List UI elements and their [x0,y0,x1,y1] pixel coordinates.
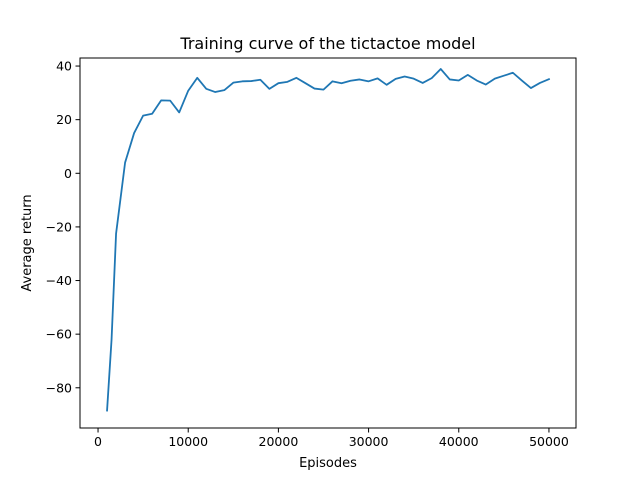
y-tick-label: 40 [56,59,72,74]
x-tick-label: 20000 [259,434,299,449]
x-tick-label: 0 [94,434,102,449]
axis-ticks: 0 10000 20000 30000 40000 50000 −80 −60 −40 −20 0 2… [46,59,569,449]
x-tick-label: 40000 [439,434,479,449]
plot-area: 0 10000 20000 30000 40000 50000 −80 −60 −40 −20 0 2… [46,57,577,449]
y-tick-label: −40 [46,273,72,288]
x-axis-label: Episodes [299,456,357,471]
x-tick-label: 50000 [529,434,569,449]
y-tick-label: −20 [46,219,72,234]
training-curve-line [106,68,551,412]
chart-title: Training curve of the tictactoe model [179,34,475,53]
x-tick-label: 10000 [168,434,208,449]
axes-frame [79,57,577,429]
y-tick-label: 0 [64,166,72,181]
y-tick-label: −60 [46,327,72,342]
y-tick-label: −80 [46,380,72,395]
y-axis-label: Average return [20,194,35,291]
x-tick-label: 30000 [349,434,389,449]
y-tick-label: 20 [56,112,72,127]
